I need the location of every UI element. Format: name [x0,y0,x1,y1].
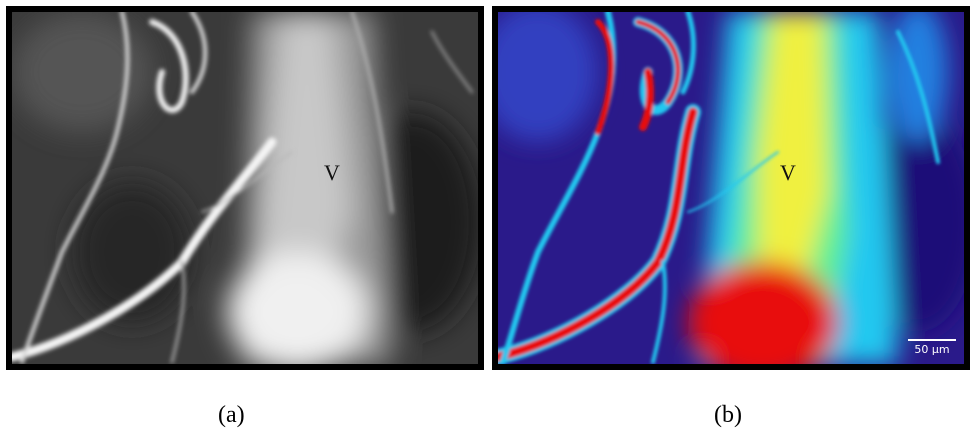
grayscale-microscopy-image [12,12,478,364]
pseudocolor-microscopy-image [498,12,964,364]
pseudocolor-image-panel: V 50 µm [492,6,970,370]
scale-bar-label: 50 µm [914,343,950,356]
caption-b: (b) [714,402,742,428]
vessel-label: V [780,160,796,185]
vessel-label: V [324,160,340,185]
scale-bar: 50 µm [908,339,956,356]
caption-a: (a) [218,402,245,428]
grayscale-image-panel: V [6,6,484,370]
scale-bar-line [908,339,956,341]
